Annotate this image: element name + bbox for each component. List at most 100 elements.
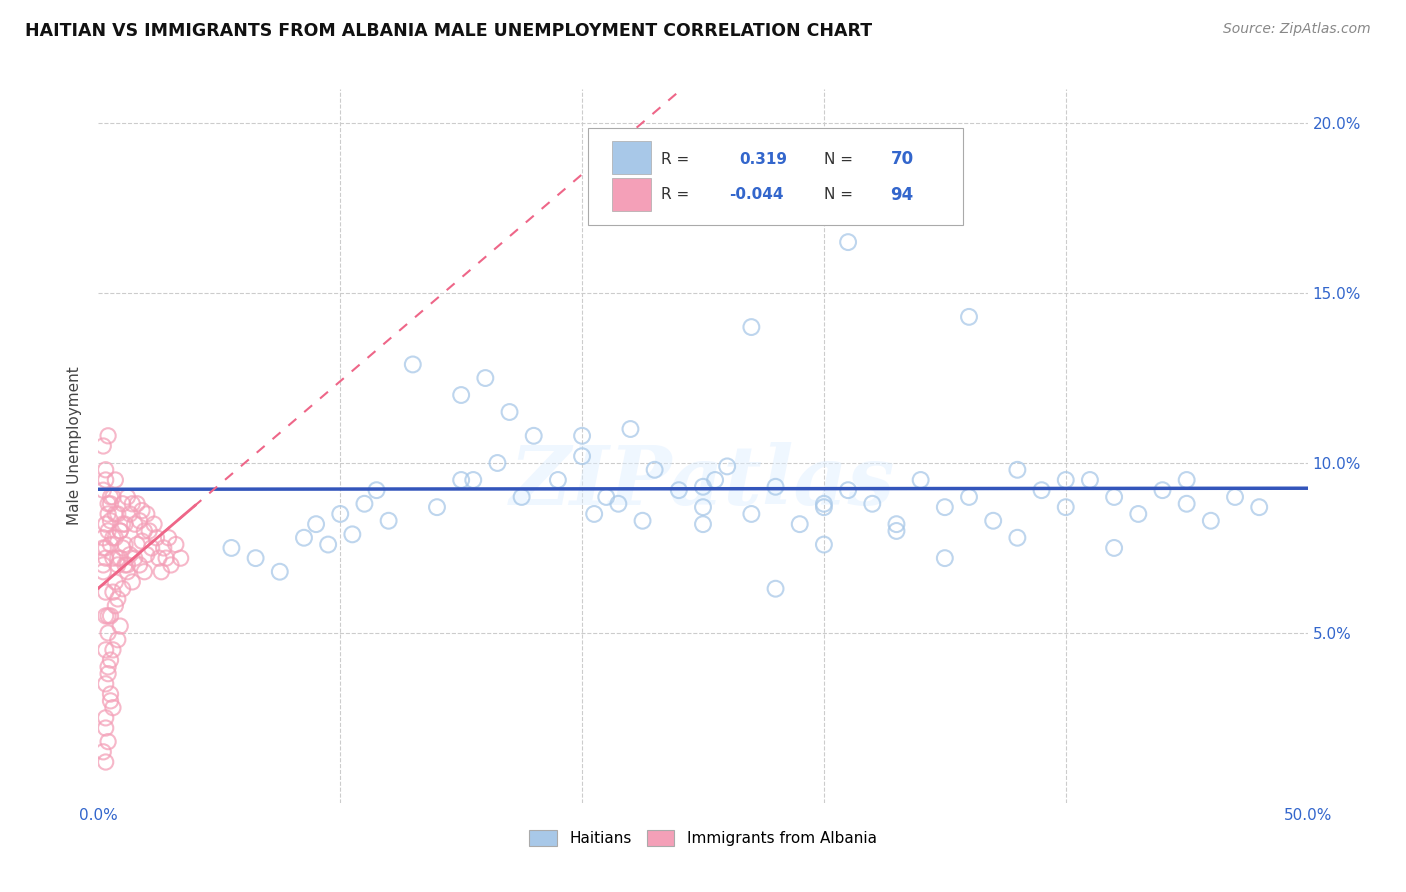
Point	[107, 591, 129, 606]
Point	[450, 473, 472, 487]
Point	[91, 483, 114, 498]
Point	[644, 463, 666, 477]
Point	[107, 507, 129, 521]
Point	[94, 711, 117, 725]
Text: HAITIAN VS IMMIGRANTS FROM ALBANIA MALE UNEMPLOYMENT CORRELATION CHART: HAITIAN VS IMMIGRANTS FROM ALBANIA MALE …	[25, 22, 873, 40]
Point	[692, 480, 714, 494]
Point	[692, 500, 714, 515]
Text: 0.319: 0.319	[740, 152, 787, 167]
Point	[157, 531, 180, 545]
Point	[765, 480, 787, 494]
Point	[981, 514, 1004, 528]
Text: 94: 94	[890, 186, 914, 203]
Point	[100, 537, 122, 551]
Point	[134, 565, 156, 579]
Point	[1102, 541, 1125, 555]
Point	[450, 388, 472, 402]
Point	[886, 524, 908, 538]
Point	[765, 582, 787, 596]
Point	[134, 524, 156, 538]
Point	[740, 320, 762, 334]
Point	[353, 497, 375, 511]
Point	[1054, 473, 1077, 487]
Point	[143, 517, 166, 532]
Text: R =: R =	[661, 152, 689, 167]
Point	[127, 497, 149, 511]
Point	[704, 473, 727, 487]
Text: Source: ZipAtlas.com: Source: ZipAtlas.com	[1223, 22, 1371, 37]
Point	[94, 721, 117, 735]
Point	[837, 235, 859, 249]
Point	[547, 473, 569, 487]
Point	[316, 537, 339, 551]
Point	[127, 537, 149, 551]
Point	[131, 503, 153, 517]
Text: -0.044: -0.044	[730, 187, 785, 202]
Point	[101, 585, 124, 599]
Point	[100, 497, 122, 511]
Point	[160, 558, 183, 572]
Point	[1031, 483, 1053, 498]
Point	[329, 507, 352, 521]
Point	[1007, 463, 1029, 477]
Point	[100, 490, 122, 504]
Point	[101, 643, 124, 657]
Text: N =: N =	[824, 187, 853, 202]
Text: R =: R =	[661, 187, 689, 202]
Point	[583, 507, 606, 521]
Point	[135, 507, 157, 521]
Point	[91, 439, 114, 453]
Point	[97, 524, 120, 538]
Point	[111, 541, 134, 555]
Point	[740, 507, 762, 521]
Point	[107, 558, 129, 572]
Point	[94, 608, 117, 623]
Point	[111, 497, 134, 511]
Point	[813, 537, 835, 551]
Point	[100, 653, 122, 667]
Point	[165, 537, 187, 551]
Point	[91, 541, 114, 555]
Point	[100, 608, 122, 623]
Point	[121, 497, 143, 511]
Point	[813, 500, 835, 515]
Point	[631, 514, 654, 528]
Point	[121, 574, 143, 589]
Point	[128, 514, 150, 528]
Point	[342, 527, 364, 541]
Point	[104, 574, 127, 589]
Point	[131, 534, 153, 549]
Point	[366, 483, 388, 498]
Point	[108, 524, 131, 538]
Point	[91, 565, 114, 579]
Point	[152, 541, 174, 555]
Point	[107, 551, 129, 566]
Point	[957, 490, 980, 504]
Point	[1007, 531, 1029, 545]
Point	[100, 514, 122, 528]
Text: N =: N =	[824, 152, 853, 167]
Point	[498, 405, 520, 419]
Point	[1054, 500, 1077, 515]
Point	[571, 429, 593, 443]
Point	[101, 551, 124, 566]
Point	[94, 517, 117, 532]
Point	[619, 422, 641, 436]
Point	[1102, 490, 1125, 504]
Point	[97, 429, 120, 443]
Point	[221, 541, 243, 555]
Point	[101, 700, 124, 714]
Point	[97, 660, 120, 674]
Y-axis label: Male Unemployment: Male Unemployment	[67, 367, 83, 525]
Point	[97, 507, 120, 521]
Point	[292, 531, 315, 545]
Point	[155, 551, 177, 566]
Point	[934, 551, 956, 566]
Point	[117, 490, 139, 504]
Point	[692, 517, 714, 532]
Point	[1175, 497, 1198, 511]
Point	[571, 449, 593, 463]
Point	[108, 619, 131, 633]
Point	[94, 473, 117, 487]
Point	[117, 558, 139, 572]
